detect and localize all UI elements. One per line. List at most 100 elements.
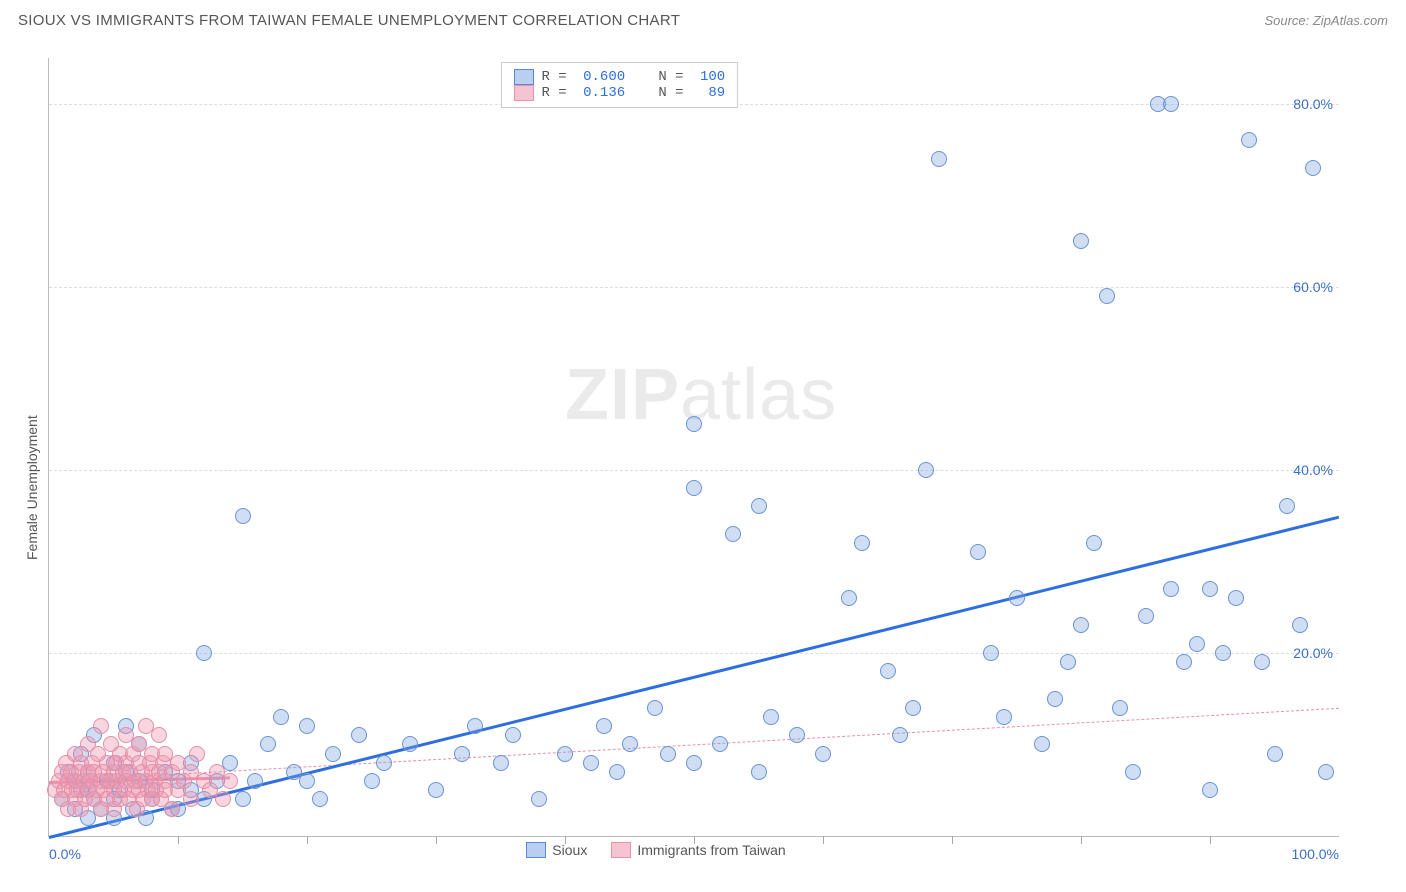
gridline [49, 287, 1339, 288]
point-sioux [1060, 654, 1076, 670]
point-sioux [1202, 782, 1218, 798]
point-sioux [983, 645, 999, 661]
point-sioux [1279, 498, 1295, 514]
point-sioux [583, 755, 599, 771]
y-tick-label: 40.0% [1293, 462, 1333, 478]
point-sioux [325, 746, 341, 762]
chart-title: SIOUX VS IMMIGRANTS FROM TAIWAN FEMALE U… [18, 12, 680, 29]
point-sioux [918, 462, 934, 478]
point-sioux [686, 755, 702, 771]
point-sioux [905, 700, 921, 716]
point-sioux [1047, 691, 1063, 707]
point-sioux [725, 526, 741, 542]
x-tick [436, 836, 437, 844]
point-sioux [647, 700, 663, 716]
legend-label: Immigrants from Taiwan [637, 842, 785, 858]
gridline [49, 653, 1339, 654]
x-tick [307, 836, 308, 844]
point-sioux [1202, 581, 1218, 597]
stats-row: R = 0.600 N = 100 [514, 69, 726, 85]
point-sioux [1215, 645, 1231, 661]
y-tick-label: 20.0% [1293, 645, 1333, 661]
point-taiwan [189, 746, 205, 762]
point-taiwan [164, 801, 180, 817]
point-sioux [531, 791, 547, 807]
point-sioux [1305, 160, 1321, 176]
gridline [49, 470, 1339, 471]
point-sioux [1292, 617, 1308, 633]
point-sioux [505, 727, 521, 743]
y-tick-label: 60.0% [1293, 279, 1333, 295]
point-sioux [1073, 233, 1089, 249]
point-sioux [622, 736, 638, 752]
point-sioux [1241, 132, 1257, 148]
point-sioux [970, 544, 986, 560]
point-sioux [1099, 288, 1115, 304]
point-sioux [364, 773, 380, 789]
y-axis-label: Female Unemployment [24, 415, 40, 560]
point-taiwan [222, 773, 238, 789]
point-sioux [880, 663, 896, 679]
point-sioux [751, 764, 767, 780]
point-sioux [299, 718, 315, 734]
point-sioux [273, 709, 289, 725]
x-tick [1081, 836, 1082, 844]
x-tick [178, 836, 179, 844]
legend-item: Sioux [526, 842, 587, 858]
x-tick-label: 100.0% [1292, 846, 1339, 862]
source-label: Source: ZipAtlas.com [1264, 13, 1388, 28]
x-tick [952, 836, 953, 844]
point-sioux [196, 645, 212, 661]
point-sioux [996, 709, 1012, 725]
point-sioux [235, 791, 251, 807]
point-sioux [1163, 96, 1179, 112]
scatter-plot: 20.0%40.0%60.0%80.0%0.0%100.0%ZIPatlasR … [48, 58, 1339, 837]
point-sioux [931, 151, 947, 167]
point-sioux [312, 791, 328, 807]
point-taiwan [215, 791, 231, 807]
point-sioux [1176, 654, 1192, 670]
point-sioux [1138, 608, 1154, 624]
x-tick-label: 0.0% [49, 846, 81, 862]
point-sioux [815, 746, 831, 762]
point-sioux [596, 718, 612, 734]
point-sioux [428, 782, 444, 798]
point-sioux [1228, 590, 1244, 606]
legend-label: Sioux [552, 842, 587, 858]
trend-line [49, 708, 1339, 782]
point-sioux [609, 764, 625, 780]
point-sioux [1189, 636, 1205, 652]
stats-row: R = 0.136 N = 89 [514, 85, 726, 101]
point-sioux [299, 773, 315, 789]
stats-legend: R = 0.600 N = 100R = 0.136 N = 89 [501, 62, 739, 108]
point-sioux [1009, 590, 1025, 606]
point-sioux [1034, 736, 1050, 752]
point-sioux [854, 535, 870, 551]
legend-swatch [514, 85, 534, 101]
point-sioux [260, 736, 276, 752]
point-taiwan [93, 718, 109, 734]
point-sioux [686, 480, 702, 496]
point-sioux [402, 736, 418, 752]
x-tick [1210, 836, 1211, 844]
point-sioux [493, 755, 509, 771]
legend-item: Immigrants from Taiwan [611, 842, 785, 858]
point-sioux [789, 727, 805, 743]
point-sioux [557, 746, 573, 762]
point-sioux [712, 736, 728, 752]
point-sioux [660, 746, 676, 762]
point-sioux [1086, 535, 1102, 551]
point-sioux [892, 727, 908, 743]
y-tick-label: 80.0% [1293, 96, 1333, 112]
point-sioux [751, 498, 767, 514]
x-tick [823, 836, 824, 844]
point-sioux [1073, 617, 1089, 633]
point-sioux [763, 709, 779, 725]
point-sioux [1112, 700, 1128, 716]
point-sioux [467, 718, 483, 734]
legend-swatch [526, 842, 546, 858]
point-sioux [1163, 581, 1179, 597]
legend-swatch [611, 842, 631, 858]
legend-swatch [514, 69, 534, 85]
point-taiwan [183, 791, 199, 807]
